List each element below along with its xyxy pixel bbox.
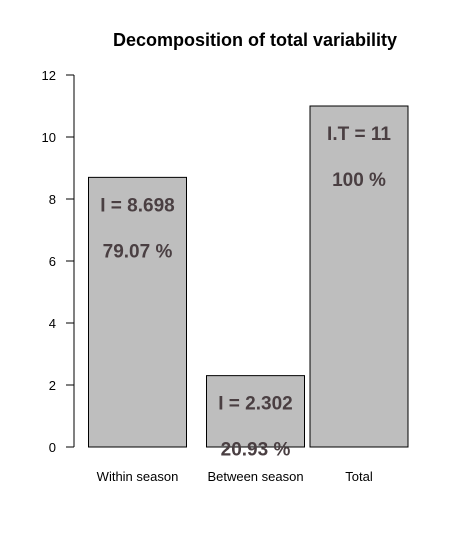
bar — [88, 176, 187, 448]
y-tick-label: 6 — [49, 254, 56, 269]
y-tick-label: 0 — [49, 440, 56, 455]
y-axis: 0 2 4 6 8 10 12 — [42, 68, 75, 455]
y-tick-label: 8 — [49, 192, 56, 207]
bar-value-label: I = 8.698 — [100, 195, 174, 216]
y-tick-label: 10 — [42, 130, 56, 145]
y-tick-label: 2 — [49, 378, 56, 393]
bar-percent-label: 100 % — [332, 170, 386, 191]
y-tick-label: 4 — [49, 316, 56, 331]
bar-value-label: I = 2.302 — [218, 394, 292, 415]
category-label: Total — [345, 469, 373, 484]
chart-title: Decomposition of total variability — [113, 30, 397, 50]
bar — [206, 375, 305, 448]
category-label: Within season — [97, 469, 179, 484]
bar-percent-label: 79.07 % — [103, 241, 173, 262]
category-labels: Within season Between season Total — [97, 469, 373, 484]
bar-percent-label: 20.93 % — [221, 440, 291, 461]
bars: I = 8.698 79.07 % I = 2.302 20.93 % I.T = 11… — [88, 105, 409, 461]
y-ticks: 0 2 4 6 8 10 12 — [42, 68, 74, 455]
bar — [309, 105, 409, 448]
y-tick-label: 12 — [42, 68, 56, 83]
bar-value-label: I.T = 11 — [327, 124, 391, 145]
category-label: Between season — [207, 469, 303, 484]
